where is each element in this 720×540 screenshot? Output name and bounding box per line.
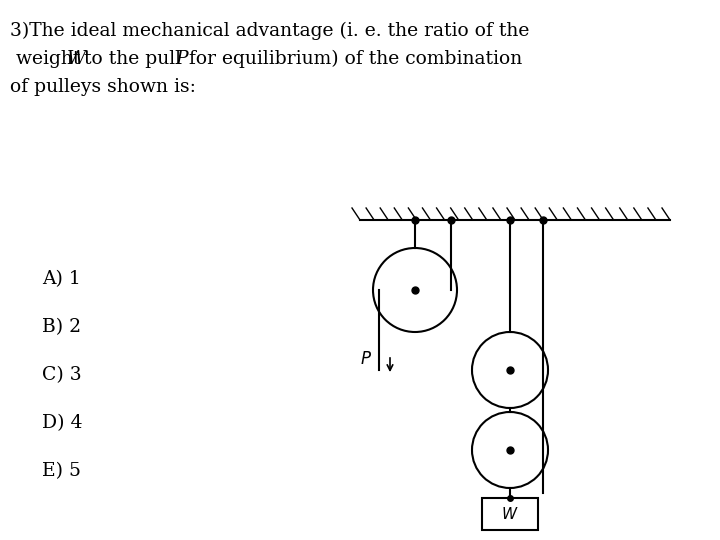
Text: 3)The ideal mechanical advantage (i. e. the ratio of the: 3)The ideal mechanical advantage (i. e. … <box>10 22 529 40</box>
Text: C) 3: C) 3 <box>42 366 81 384</box>
Text: for equilibrium) of the combination: for equilibrium) of the combination <box>183 50 522 68</box>
Text: E) 5: E) 5 <box>42 462 81 480</box>
Text: P: P <box>175 50 188 68</box>
Text: A) 1: A) 1 <box>42 270 81 288</box>
Text: D) 4: D) 4 <box>42 414 83 432</box>
Text: B) 2: B) 2 <box>42 318 81 336</box>
Text: W: W <box>67 50 86 68</box>
Text: weight: weight <box>10 50 86 68</box>
Bar <box>482 498 538 530</box>
Text: to the pull: to the pull <box>78 50 187 68</box>
Text: $W$: $W$ <box>501 506 519 522</box>
Text: $P$: $P$ <box>360 352 372 368</box>
Text: of pulleys shown is:: of pulleys shown is: <box>10 78 196 96</box>
